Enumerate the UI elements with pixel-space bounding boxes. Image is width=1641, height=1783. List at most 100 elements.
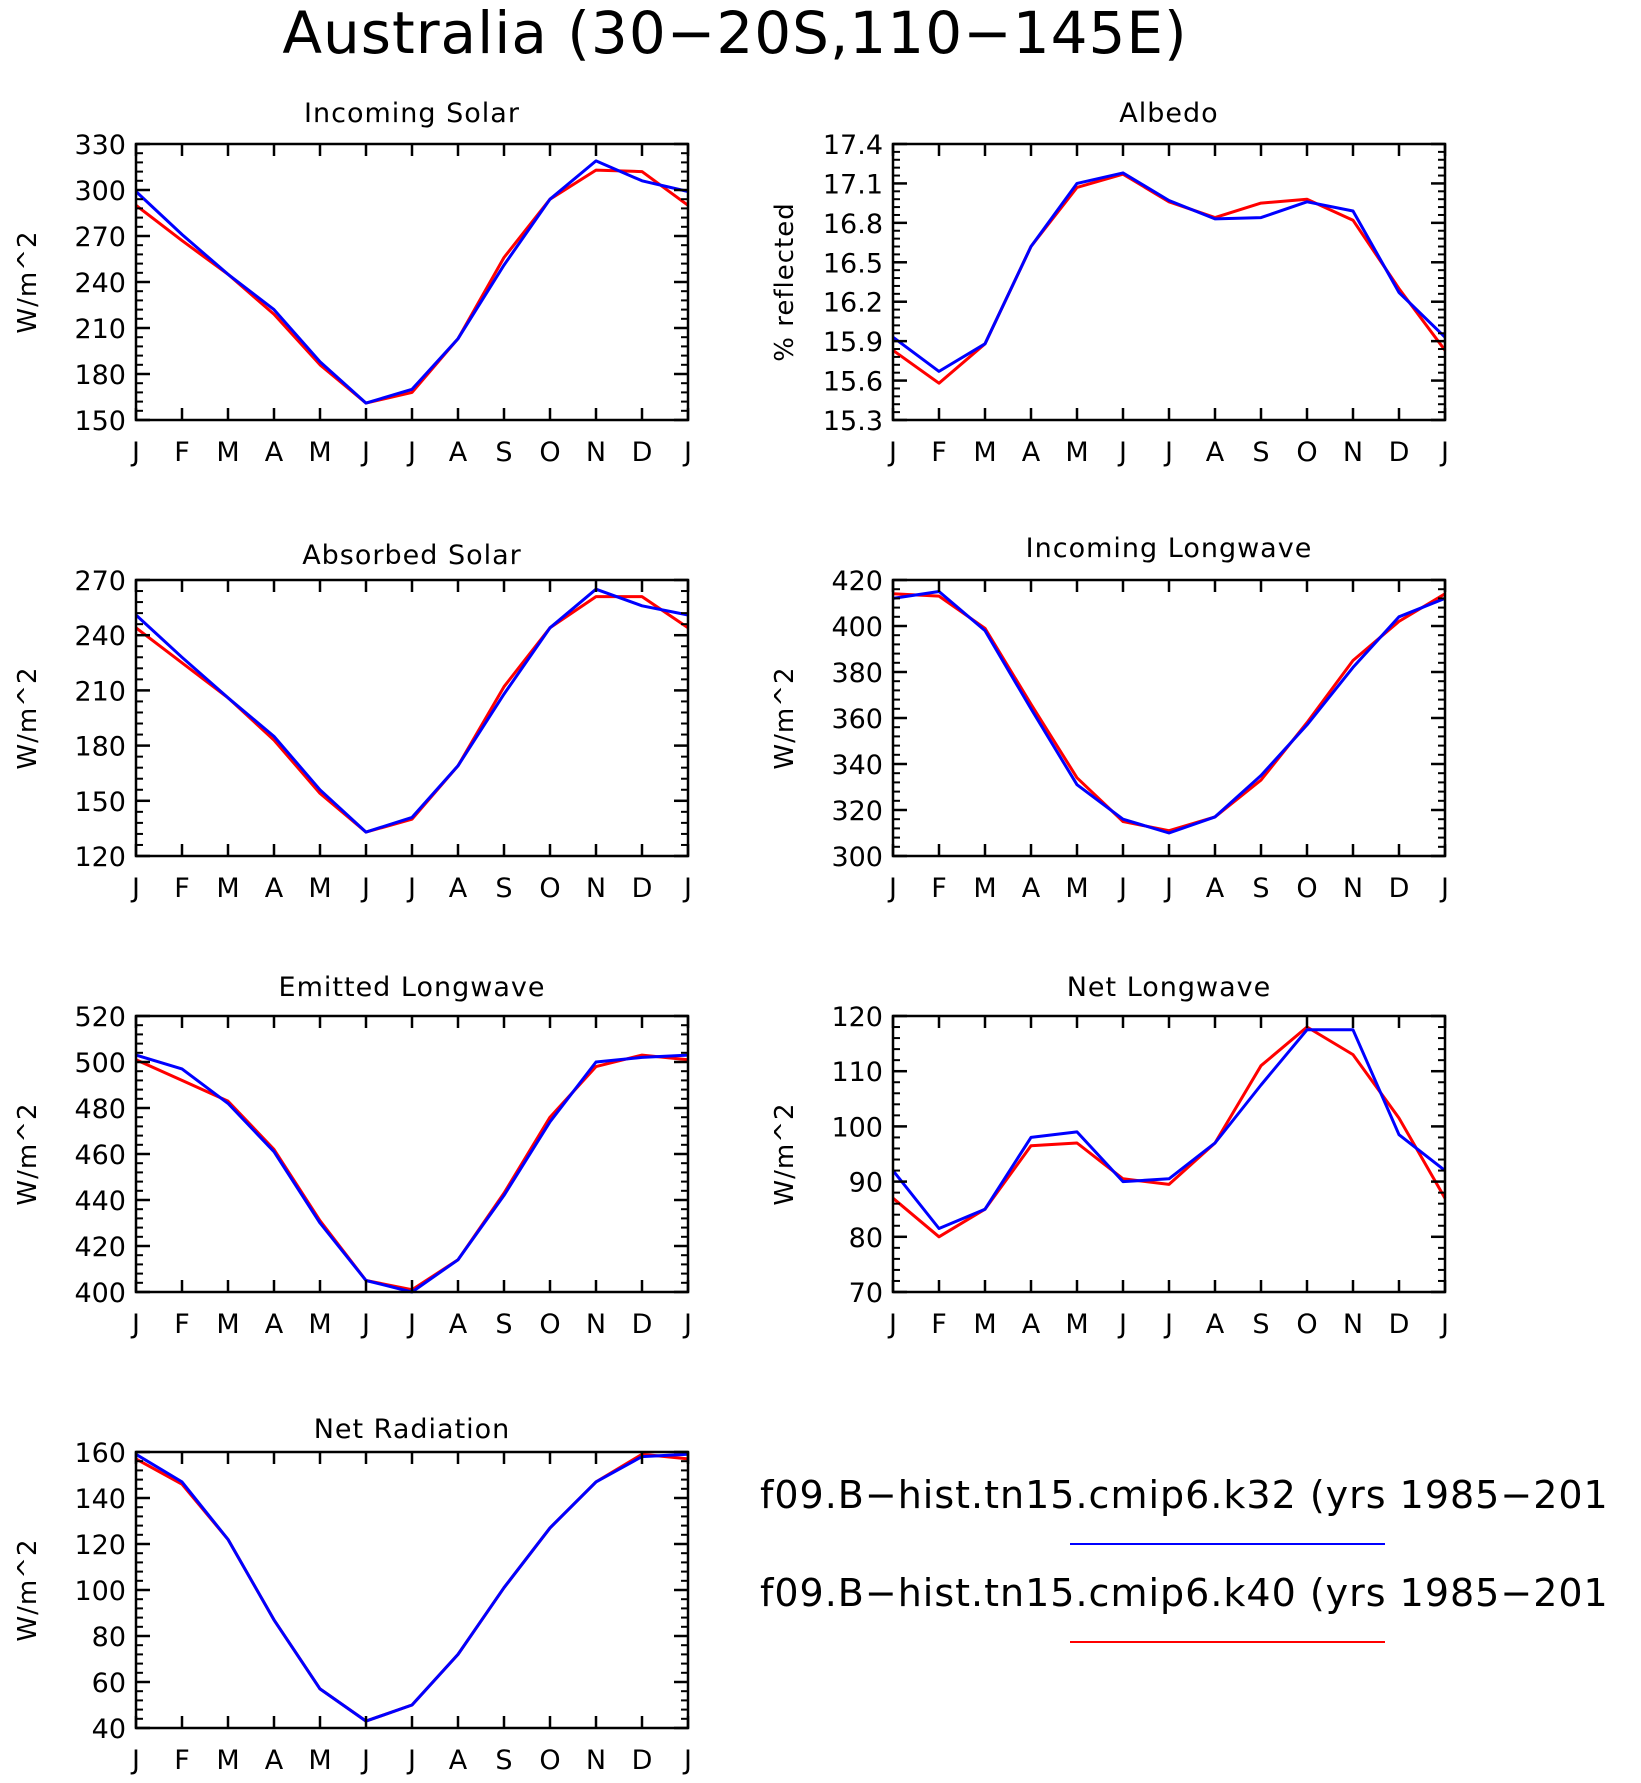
y-tick-label: 300 — [831, 842, 883, 873]
series-line-k32 — [135, 1053, 689, 1294]
x-tick-label: J — [1163, 1309, 1173, 1340]
y-axis-label: W/m^2 — [770, 1102, 800, 1205]
y-tick-label: 70 — [849, 1278, 883, 1309]
y-tick-label: 480 — [74, 1094, 126, 1125]
x-tick-label: O — [1296, 437, 1317, 468]
x-tick-label: F — [931, 873, 947, 904]
series-line-k32 — [135, 1452, 689, 1723]
y-tick-label: 210 — [74, 676, 126, 707]
x-tick-label: J — [406, 1309, 416, 1340]
x-tick-label: N — [586, 437, 606, 468]
x-tick-label: M — [216, 873, 239, 904]
y-tick-label: 17.4 — [823, 130, 883, 161]
x-tick-label: A — [265, 1745, 284, 1776]
y-tick-label: 460 — [74, 1140, 126, 1171]
y-tick-label: 180 — [74, 732, 126, 763]
y-tick-label: 90 — [849, 1168, 883, 1199]
x-tick-label: F — [931, 1309, 947, 1340]
y-tick-label: 15.3 — [823, 406, 883, 437]
y-tick-label: 180 — [74, 360, 126, 391]
legend-label-k32: f09.B−hist.tn15.cmip6.k32 (yrs 1985−201 — [760, 1473, 1609, 1517]
x-tick-label: S — [495, 1745, 512, 1776]
x-tick-label: F — [174, 437, 190, 468]
y-tick-label: 320 — [831, 796, 883, 827]
y-tick-label: 420 — [74, 1232, 126, 1263]
x-tick-label: A — [1206, 437, 1225, 468]
y-tick-label: 400 — [831, 612, 883, 643]
x-tick-label: O — [539, 437, 560, 468]
x-tick-label: S — [1252, 437, 1269, 468]
x-tick-label: J — [406, 873, 416, 904]
series-line-k40 — [135, 1452, 689, 1723]
y-tick-label: 16.8 — [823, 209, 883, 240]
y-axis-label: W/m^2 — [13, 230, 43, 333]
panel-title: Albedo — [1119, 98, 1218, 129]
panel-title: Incoming Longwave — [1026, 533, 1313, 564]
x-tick-label: F — [174, 1309, 190, 1340]
plot-frame — [134, 1450, 690, 1730]
panel-title: Emitted Longwave — [279, 972, 546, 1003]
y-tick-label: 40 — [92, 1714, 126, 1745]
y-axis-label: % reflected — [770, 202, 800, 361]
x-tick-label: J — [360, 437, 370, 468]
x-tick-label: J — [130, 1309, 140, 1340]
x-tick-label: F — [174, 873, 190, 904]
x-tick-label: O — [539, 1309, 560, 1340]
plot-frame — [134, 1014, 690, 1294]
x-tick-label: M — [216, 437, 239, 468]
x-tick-label: J — [130, 873, 140, 904]
y-tick-label: 80 — [849, 1223, 883, 1254]
plot-frame — [134, 578, 690, 858]
x-tick-label: M — [308, 437, 331, 468]
y-axis-label: W/m^2 — [13, 666, 43, 769]
plot-frame — [891, 142, 1447, 422]
y-tick-label: 80 — [92, 1622, 126, 1653]
y-tick-label: 340 — [831, 750, 883, 781]
x-tick-label: N — [1343, 873, 1363, 904]
x-tick-label: N — [586, 1309, 606, 1340]
y-tick-label: 240 — [74, 268, 126, 299]
x-tick-label: J — [1439, 873, 1449, 904]
y-tick-label: 100 — [74, 1576, 126, 1607]
x-tick-label: J — [1117, 437, 1127, 468]
y-tick-label: 380 — [831, 658, 883, 689]
y-axis-label: W/m^2 — [13, 1102, 43, 1205]
y-tick-label: 270 — [74, 222, 126, 253]
x-tick-label: J — [1163, 873, 1173, 904]
x-tick-label: S — [495, 1309, 512, 1340]
x-tick-label: N — [1343, 437, 1363, 468]
y-tick-label: 16.5 — [823, 248, 883, 279]
x-tick-label: M — [973, 437, 996, 468]
y-tick-label: 15.6 — [823, 367, 883, 398]
x-tick-label: J — [887, 437, 897, 468]
y-tick-label: 160 — [74, 1438, 126, 1469]
x-tick-label: M — [216, 1309, 239, 1340]
x-tick-label: N — [586, 1745, 606, 1776]
x-tick-label: J — [682, 437, 692, 468]
series-line-k32 — [892, 171, 1447, 373]
x-tick-label: J — [360, 873, 370, 904]
y-tick-label: 520 — [74, 1002, 126, 1033]
figure-title: Australia (30−20S,110−145E) — [282, 0, 1187, 67]
x-tick-label: A — [265, 1309, 284, 1340]
x-tick-label: M — [216, 1745, 239, 1776]
x-tick-label: A — [449, 873, 468, 904]
x-tick-label: A — [449, 1745, 468, 1776]
legend: f09.B−hist.tn15.cmip6.k32 (yrs 1985−201 … — [760, 1473, 1609, 1643]
x-tick-label: J — [682, 873, 692, 904]
y-tick-label: 400 — [74, 1278, 126, 1309]
x-tick-label: M — [308, 1745, 331, 1776]
panel-title: Net Longwave — [1067, 972, 1272, 1003]
x-tick-label: J — [360, 1309, 370, 1340]
y-tick-label: 100 — [831, 1112, 883, 1143]
plot-frame — [134, 142, 690, 422]
y-tick-label: 210 — [74, 314, 126, 345]
x-tick-label: D — [1389, 873, 1410, 904]
x-tick-label: S — [1252, 873, 1269, 904]
x-tick-label: F — [174, 1745, 190, 1776]
